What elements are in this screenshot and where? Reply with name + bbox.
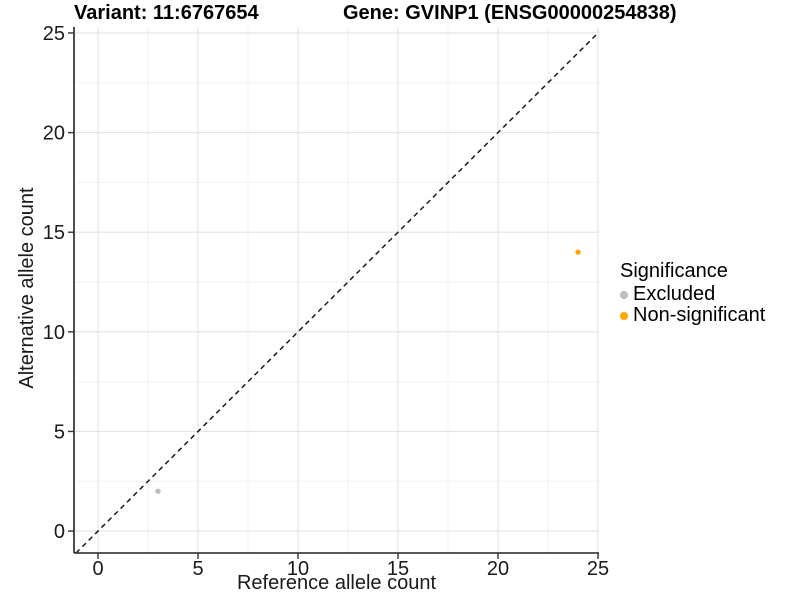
tick-label: 25 bbox=[587, 558, 609, 580]
legend-title: Significance bbox=[620, 260, 728, 282]
legend-item-label: Excluded bbox=[633, 283, 716, 305]
plot-title-variant: Variant: 11:6767654 bbox=[74, 2, 259, 24]
data-point-non-significant bbox=[575, 249, 581, 255]
x-tick-labels: 0 5 10 15 20 25 bbox=[92, 558, 609, 580]
legend-item-excluded: Excluded bbox=[620, 283, 765, 305]
tick-label: 20 bbox=[487, 558, 509, 580]
data-points bbox=[155, 249, 581, 494]
legend-item-label: Non-significant bbox=[633, 304, 766, 326]
tick-label: 0 bbox=[92, 558, 103, 580]
tick-label: 10 bbox=[43, 322, 65, 344]
tick-label: 10 bbox=[287, 558, 309, 580]
tick-label: 15 bbox=[43, 222, 65, 244]
non-significant-dot-icon bbox=[620, 311, 628, 320]
tick-label: 25 bbox=[43, 23, 65, 45]
plot-title-gene: Gene: GVINP1 (ENSG00000254838) bbox=[343, 2, 677, 24]
identity-line bbox=[75, 31, 600, 554]
axis-spines bbox=[73, 27, 599, 554]
excluded-dot-icon bbox=[620, 290, 628, 299]
tick-label: 5 bbox=[54, 421, 65, 443]
tick-label: 5 bbox=[192, 558, 203, 580]
tick-label: 20 bbox=[43, 123, 65, 145]
y-tick-labels: 0 5 10 15 20 25 bbox=[43, 23, 65, 543]
y-axis-title: Alternative allele count bbox=[16, 187, 38, 389]
legend: Significance Excluded Non-significant bbox=[620, 258, 765, 326]
gridlines-major bbox=[74, 27, 599, 553]
gridlines-minor bbox=[74, 27, 599, 553]
legend-item-non-significant: Non-significant bbox=[620, 304, 766, 326]
x-axis-title: Reference allele count bbox=[236, 572, 436, 594]
data-point-excluded bbox=[155, 488, 161, 494]
tick-label: 0 bbox=[54, 521, 65, 543]
axis-ticks bbox=[68, 32, 599, 559]
tick-label: 15 bbox=[387, 558, 409, 580]
